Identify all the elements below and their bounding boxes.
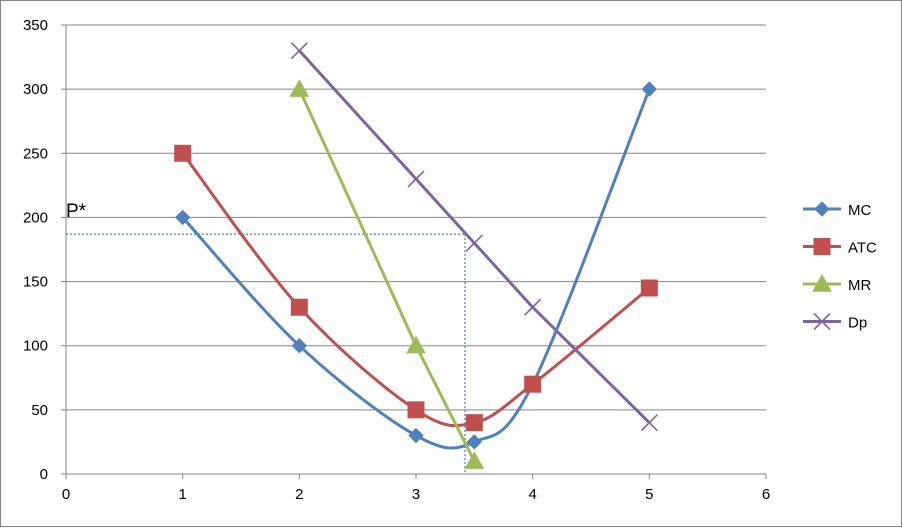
dp-point: [407, 170, 425, 188]
mr-point: [406, 335, 426, 354]
y-tick-label: 350: [23, 17, 48, 34]
mc-point: [466, 434, 483, 450]
atc-point: [290, 298, 308, 316]
legend-label: MR: [848, 277, 871, 294]
legend-item-mr: MR: [803, 273, 871, 294]
atc-point: [174, 144, 192, 162]
dp-point: [524, 298, 542, 316]
x-tick-label: 3: [412, 486, 420, 503]
legend-marker: [812, 273, 832, 292]
y-tick-label: 250: [23, 145, 48, 162]
atc-point: [465, 414, 483, 432]
y-tick-label: 0: [40, 466, 48, 483]
price-annotation: P*: [66, 201, 87, 222]
atc-point: [524, 375, 542, 393]
mc-point: [291, 338, 308, 354]
dp-point: [640, 414, 658, 432]
dp-point: [465, 234, 483, 252]
mr-point: [289, 79, 310, 97]
legend-marker: [814, 201, 830, 217]
x-tick-label: 5: [645, 486, 653, 503]
legend-marker: [813, 312, 831, 331]
dp-point: [290, 42, 308, 60]
y-tick-label: 100: [23, 338, 48, 355]
y-tick-label: 150: [23, 274, 48, 291]
x-tick-label: 0: [62, 486, 70, 503]
series-atc: [174, 144, 658, 432]
legend-item-atc: ATC: [803, 238, 877, 257]
y-tick-label: 200: [23, 209, 48, 226]
y-tick-label: 300: [23, 81, 48, 98]
mr-point: [464, 451, 485, 469]
atc-point: [640, 279, 658, 297]
legend-item-mc: MC: [803, 201, 871, 219]
mc-point: [641, 81, 658, 97]
mc-point: [408, 427, 424, 444]
atc-point: [407, 401, 425, 419]
y-tick-label: 50: [31, 402, 48, 419]
dp-line: [298, 49, 651, 424]
series-mc: [174, 81, 658, 450]
x-tick-label: 2: [295, 486, 303, 503]
mc-line: [181, 88, 651, 450]
mc-point: [174, 209, 191, 226]
x-tick-label: 4: [528, 486, 536, 503]
legend-label: Dp: [848, 315, 867, 332]
x-tick-label: 1: [178, 486, 186, 503]
legend-label: ATC: [848, 240, 877, 257]
atc-line: [181, 152, 651, 428]
legend-item-dp: Dp: [803, 312, 867, 332]
legend-marker: [813, 238, 831, 255]
series-dp: [290, 42, 658, 432]
series-mr: [289, 79, 485, 469]
legend-label: MC: [848, 202, 871, 219]
x-tick-label: 6: [762, 486, 770, 503]
